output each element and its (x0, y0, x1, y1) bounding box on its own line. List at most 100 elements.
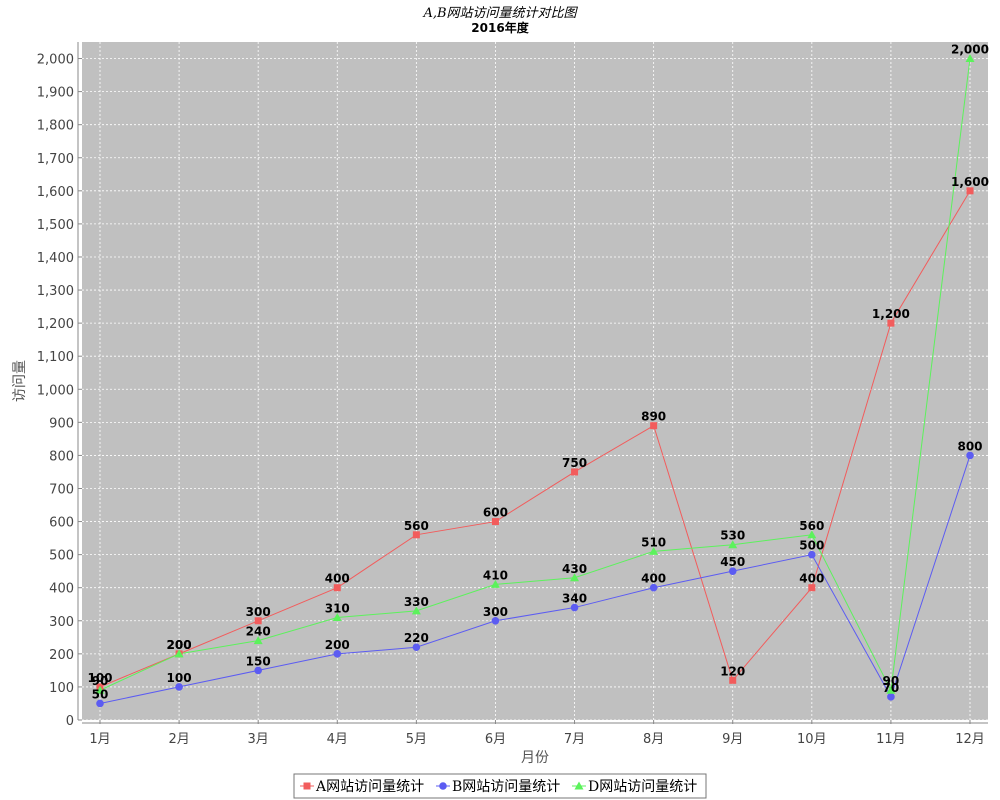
data-point (966, 451, 974, 460)
data-point (649, 546, 659, 555)
data-label: 220 (404, 631, 429, 645)
plot-area (82, 42, 988, 720)
y-tick-label: 500 (49, 549, 74, 564)
data-point (491, 616, 500, 625)
y-tick-label: 1,900 (37, 86, 74, 101)
data-point (333, 650, 342, 658)
data-label: 90 (92, 674, 109, 688)
data-label: 890 (641, 410, 666, 424)
data-point (650, 422, 658, 430)
data-point (966, 187, 974, 195)
legend-marker (574, 781, 584, 790)
series-line (99, 455, 971, 704)
x-tick-label: 5月 (406, 732, 427, 747)
y-tick-label: 1,300 (37, 284, 74, 299)
data-label: 600 (483, 506, 508, 520)
series-line (99, 190, 971, 688)
data-label: 300 (483, 605, 508, 619)
data-label: 100 (167, 671, 192, 685)
chart-title: A,B网站访问量统计对比图 (423, 6, 577, 21)
data-label: 560 (404, 519, 429, 533)
data-point (886, 685, 896, 694)
data-label: 560 (799, 519, 824, 533)
data-label: 530 (720, 529, 745, 543)
data-point (571, 468, 579, 476)
data-point (412, 531, 420, 539)
data-label: 50 (92, 687, 109, 701)
data-point (412, 643, 421, 652)
x-tick-label: 4月 (327, 732, 348, 747)
data-label: 1,200 (872, 307, 910, 321)
data-point (729, 676, 737, 684)
data-label: 500 (799, 539, 824, 553)
data-point (649, 583, 658, 592)
y-axis-label: 访问量 (12, 360, 28, 402)
legend-item: A网站访问量统计 (315, 779, 424, 795)
data-label: 430 (562, 562, 587, 576)
data-point (570, 603, 579, 612)
y-tick-label: 400 (49, 582, 74, 597)
legend-item: B网站访问量统计 (452, 779, 560, 795)
data-label: 800 (957, 439, 982, 453)
y-tick-label: 600 (49, 516, 74, 531)
y-tick-label: 2,000 (37, 53, 74, 68)
data-label: 200 (167, 638, 192, 652)
data-label: 240 (246, 625, 271, 639)
x-tick-label: 6月 (485, 732, 506, 747)
y-tick-label: 1,200 (37, 317, 74, 332)
y-tick-label: 700 (49, 482, 74, 497)
y-tick-label: 300 (49, 615, 74, 630)
data-label: 300 (246, 605, 271, 619)
x-tick-label: 7月 (564, 732, 585, 747)
x-tick-label: 3月 (248, 732, 269, 747)
data-label: 330 (404, 595, 429, 609)
legend-item: D网站访问量统计 (588, 779, 697, 795)
data-point (808, 584, 816, 592)
x-tick-label: 1月 (89, 732, 110, 747)
data-label: 450 (720, 555, 745, 569)
x-tick-label: 8月 (643, 732, 664, 747)
data-point (174, 649, 184, 658)
data-point (96, 699, 104, 708)
y-tick-label: 1,800 (37, 119, 74, 134)
y-tick-label: 900 (49, 416, 74, 431)
y-tick-label: 100 (49, 681, 74, 696)
y-tick-label: 1,100 (37, 350, 74, 365)
data-point (887, 693, 895, 701)
data-label: 510 (641, 535, 666, 549)
data-point (95, 685, 105, 694)
legend-box (293, 773, 707, 799)
y-tick-label: 200 (49, 648, 74, 663)
x-tick-label: 9月 (722, 732, 743, 747)
x-tick-label: 10月 (797, 732, 827, 747)
x-tick-label: 12月 (955, 732, 985, 747)
y-tick-label: 1,500 (37, 218, 74, 233)
data-label: 200 (325, 638, 350, 652)
data-label: 1,600 (951, 175, 989, 189)
data-label: 400 (325, 572, 350, 586)
data-point (411, 606, 421, 615)
data-point (254, 617, 262, 625)
data-point (490, 579, 500, 588)
x-axis-label: 月份 (521, 750, 549, 766)
x-tick-label: 2月 (168, 732, 189, 747)
x-tick-label: 11月 (876, 732, 906, 747)
data-label: 310 (325, 601, 350, 615)
data-label: 150 (246, 654, 271, 668)
data-label: 400 (641, 572, 666, 586)
chart-subtitle: 2016年度 (471, 21, 529, 35)
data-point (254, 666, 262, 675)
data-point (728, 540, 738, 549)
data-label: 2,000 (951, 43, 989, 57)
data-label: 90 (883, 674, 900, 688)
y-tick-label: 800 (49, 449, 74, 464)
y-tick-label: 1,400 (37, 251, 74, 266)
data-label: 340 (562, 592, 587, 606)
y-tick-label: 0 (66, 714, 74, 729)
data-point (175, 683, 183, 691)
legend-marker (439, 782, 447, 790)
data-label: 100 (87, 671, 112, 685)
y-tick-label: 1,000 (37, 383, 74, 398)
